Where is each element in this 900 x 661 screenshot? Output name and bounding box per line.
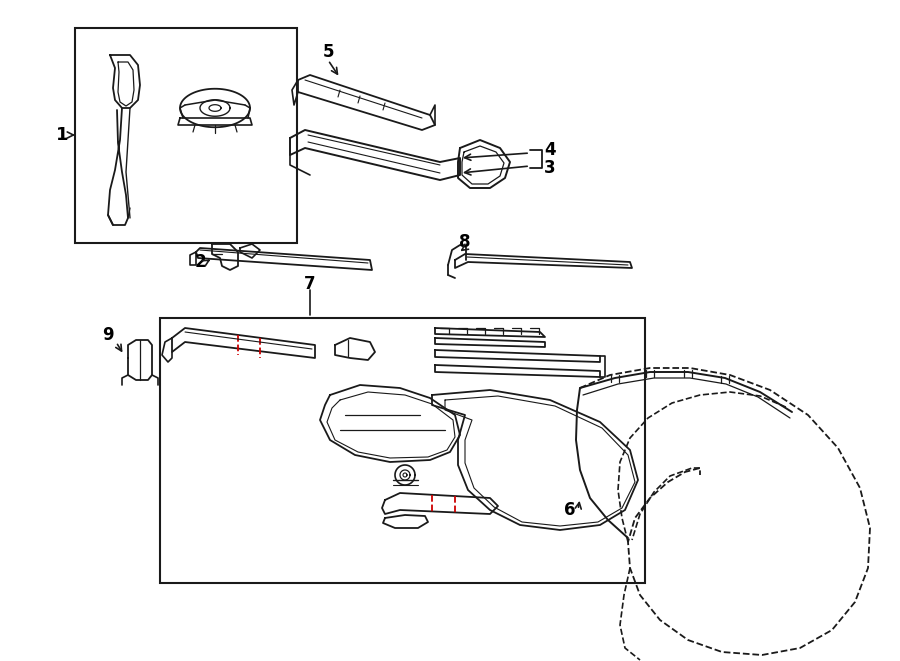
Text: 6: 6 <box>564 501 576 519</box>
Text: 9: 9 <box>103 326 113 344</box>
Text: 2: 2 <box>194 253 206 271</box>
Text: 5: 5 <box>322 43 334 61</box>
Bar <box>160 318 645 583</box>
Text: 1: 1 <box>56 126 68 144</box>
Text: 7: 7 <box>304 275 316 293</box>
Text: 4: 4 <box>544 141 556 159</box>
Text: 3: 3 <box>544 159 556 177</box>
Text: 8: 8 <box>459 233 471 251</box>
Bar <box>75 28 297 243</box>
